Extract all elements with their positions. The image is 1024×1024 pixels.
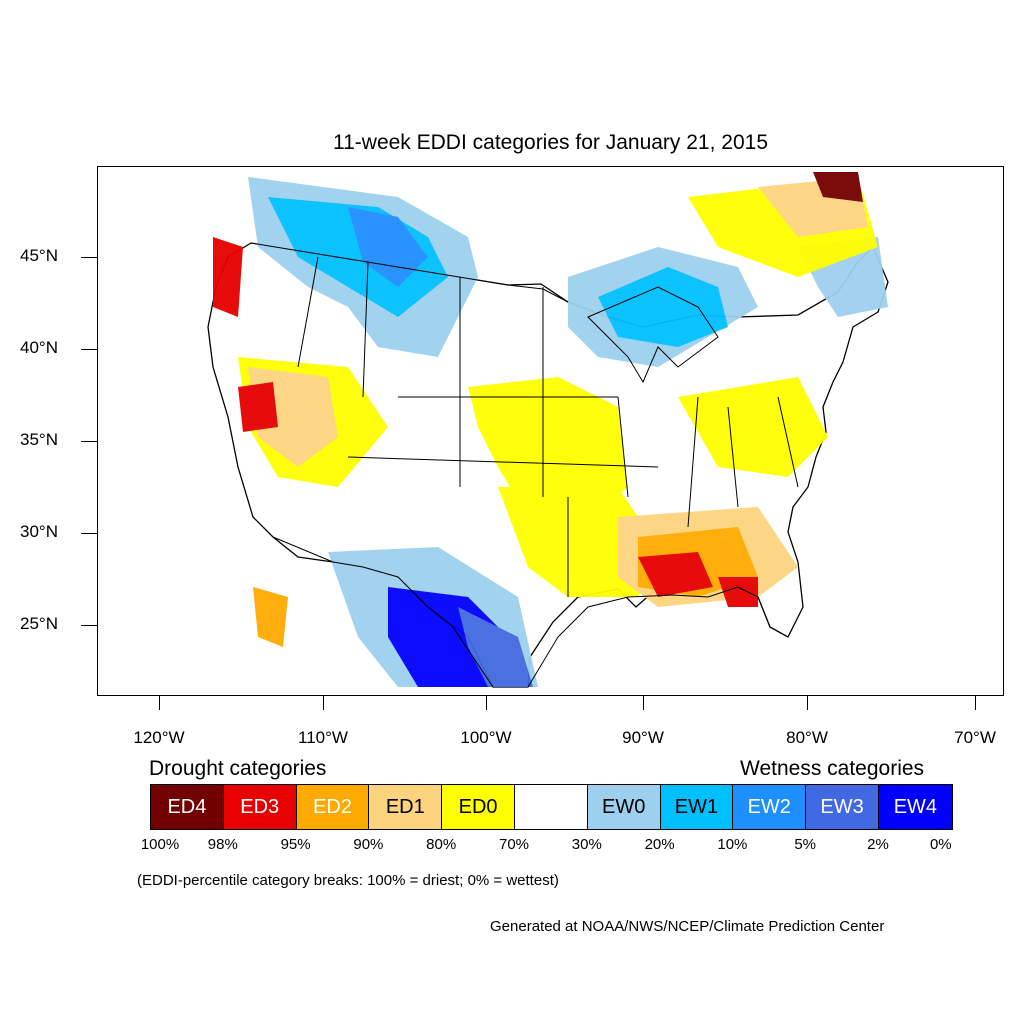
state-lines: [297, 256, 799, 597]
legend-box-ed2: ED2: [296, 785, 370, 829]
lon-label-110: 110°W: [298, 728, 348, 747]
lat-tick-35: [81, 441, 97, 442]
break-label: 90%: [353, 836, 384, 853]
map-title: 11-week EDDI categories for January 21, …: [332, 131, 768, 154]
lon-tick-100: [486, 696, 487, 710]
break-label: 80%: [426, 836, 457, 853]
legend-box-ed3: ED3: [223, 785, 297, 829]
drought-categories-heading: Drought categories: [149, 757, 327, 780]
ew2-patch-montana: [348, 207, 428, 287]
legend-box-ed4: ED4: [151, 785, 224, 829]
category-legend: ED4 ED3 ED2 ED1 ED0 EW0 EW1 EW2 EW3 EW4: [150, 784, 953, 830]
legend-box-ew4: EW4: [878, 785, 952, 829]
lon-label-90: 90°W: [622, 728, 664, 747]
ed3-patch-oregon: [213, 237, 243, 317]
break-label: 95%: [280, 836, 311, 853]
break-label: 70%: [498, 836, 530, 853]
category-break-note: (EDDI-percentile category breaks: 100% =…: [137, 872, 559, 889]
lat-label-30: 30°N: [20, 522, 58, 541]
break-label: 2%: [867, 836, 889, 853]
legend-box-ed1: ED1: [369, 785, 443, 829]
legend-box-neutral: [514, 785, 588, 829]
credit-line: Generated at NOAA/NWS/NCEP/Climate Predi…: [490, 918, 885, 935]
lon-tick-90: [643, 696, 644, 710]
ed4-patch-quebec: [813, 172, 863, 202]
lat-label-45: 45°N: [20, 246, 58, 265]
break-label: 30%: [571, 836, 602, 853]
map-panel: [97, 166, 1004, 696]
break-label: 0%: [929, 836, 952, 853]
legend-box-ew1: EW1: [660, 785, 734, 829]
canada-border: [250, 242, 569, 303]
eddi-map: [207, 172, 889, 688]
lon-label-100: 100°W: [460, 728, 512, 747]
break-label: 100%: [140, 836, 180, 853]
drought-patches: [213, 172, 878, 647]
ed3-patch-nevada: [238, 382, 278, 432]
lat-tick-25: [81, 625, 97, 626]
break-label: 98%: [207, 836, 238, 853]
great-lakes: [587, 286, 719, 384]
ew1-patch-great-lakes: [598, 267, 728, 347]
lat-label-40: 40°N: [20, 338, 58, 357]
lon-label-80: 80°W: [786, 728, 828, 747]
gulf-coast: [527, 586, 789, 688]
break-label: 10%: [717, 836, 748, 853]
lon-tick-110: [323, 696, 324, 710]
wetness-categories-heading: Wetness categories: [740, 757, 925, 780]
mexico-border: [272, 536, 494, 688]
break-label: 20%: [644, 836, 675, 853]
lat-tick-45: [81, 257, 97, 258]
lat-tick-30: [81, 533, 97, 534]
lon-label-70: 70°W: [954, 728, 996, 747]
ew3-patch-texas: [458, 607, 533, 687]
legend-box-ed0: ED0: [442, 785, 515, 829]
break-label: 5%: [794, 836, 817, 853]
lat-label-25: 25°N: [20, 614, 58, 633]
lon-tick-70: [975, 696, 976, 710]
ed3-patch-gulf: [638, 552, 713, 597]
lat-label-35: 35°N: [20, 430, 58, 449]
ed3-patch-florida: [718, 577, 758, 607]
ed2-patch-california: [253, 587, 288, 647]
lon-tick-80: [807, 696, 808, 710]
boundaries: [250, 242, 799, 688]
lat-tick-40: [81, 349, 97, 350]
legend-box-ew3: EW3: [806, 785, 879, 829]
lon-tick-120: [159, 696, 160, 710]
lon-label-120: 120°W: [133, 728, 185, 747]
legend-box-ew0: EW0: [587, 785, 661, 829]
legend-box-ew2: EW2: [733, 785, 807, 829]
